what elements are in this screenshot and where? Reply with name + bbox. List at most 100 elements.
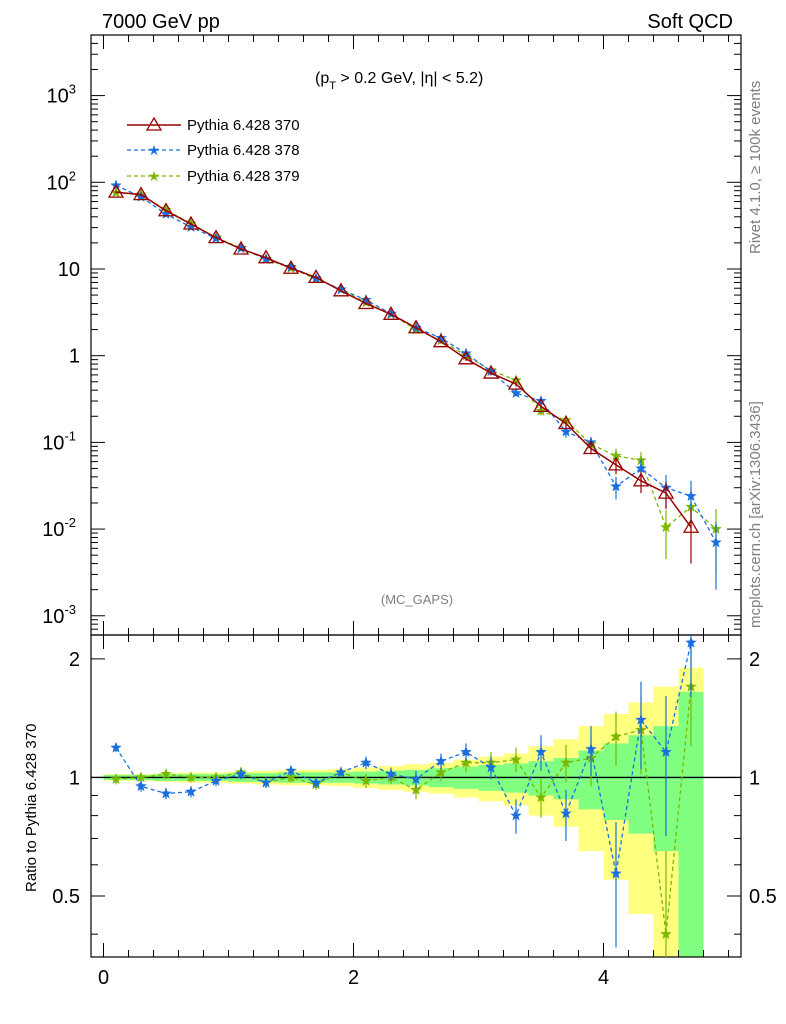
ratio-series-1-point-3 (185, 771, 197, 783)
legend-marker-370 (145, 116, 163, 131)
ratio-series-0-point-4 (210, 774, 222, 786)
y-tick-label-base-3: 1 (69, 346, 80, 368)
y-tick-label-base-5: 10 (47, 172, 69, 194)
main-series-0-point-15 (482, 364, 500, 379)
ratio-series-0-point-14 (460, 746, 472, 757)
legend-entry-378: ★ Pythia 6.428 378 (127, 142, 300, 159)
ratio-series-0-point-5 (235, 768, 247, 779)
ratio-series-0-point-16 (510, 809, 522, 821)
main-series-0-point-23 (682, 518, 700, 533)
x-tick-label-0: 0 (98, 967, 109, 989)
main-series-0-point-21 (632, 472, 650, 487)
ratio-series-0-point-20 (610, 867, 622, 879)
y-tick-label-ratio-l-0: 0.5 (52, 886, 80, 908)
main-series-0-point-16 (507, 375, 525, 390)
y-tick-label-main-0: 10-3 (42, 602, 76, 628)
y-tick-label-main-3: 1 (69, 346, 80, 368)
main-series-0-point-22 (657, 484, 675, 499)
cut-label: (pT > 0.2 GeV, |η| < 5.2) (315, 70, 483, 92)
analysis-label: (MC_GAPS) (381, 592, 453, 607)
main-series-0-point-10 (357, 295, 375, 310)
main-series-2-point-20 (610, 449, 622, 461)
main-series-0-point-7 (282, 259, 300, 274)
main-series-1-point-21 (635, 462, 647, 474)
main-series-1-point-3 (185, 221, 197, 232)
main-series-2-point-16 (510, 374, 522, 386)
main-series-0-point-20 (607, 456, 625, 471)
y-tick-label-base-0: 10 (42, 606, 64, 628)
ratio-series-1-point-13 (435, 766, 447, 778)
legend-label-370: Pythia 6.428 370 (187, 117, 300, 134)
y-tick-label-ratio-l-2: 2 (69, 649, 80, 671)
ratio-frame (90, 634, 742, 958)
y-tick-label-exp-0: -3 (64, 602, 76, 617)
ratio-series-0-point-1 (135, 780, 147, 792)
main-series-1-point-13 (435, 331, 447, 343)
y-tick-label-exp-6: 3 (69, 82, 76, 97)
ratio-series-1-line (115, 686, 692, 935)
legend: Pythia 6.428 370 ★ Pythia 6.428 378 ★ Py… (127, 116, 300, 185)
ratio-series-1-point-1 (135, 771, 147, 783)
y-tick-label-exp-5: 2 (69, 168, 76, 183)
ratio-series-0-point-18 (560, 807, 572, 819)
main-series-1-point-24 (710, 536, 722, 548)
ratio-series-1-point-12 (410, 783, 422, 795)
ratio-series-0-point-12 (410, 773, 422, 785)
main-series-1-point-1 (135, 190, 147, 202)
y-tick-label-ratio-r-0: 0.5 (749, 886, 777, 908)
main-series-1-point-2 (160, 208, 172, 219)
ratio-series-1-point-2 (160, 768, 172, 779)
cut-label-sub: T (329, 80, 336, 92)
main-series-0-point-1 (132, 186, 150, 201)
ratio-series-0-point-15 (485, 761, 497, 773)
legend-marker-378: ★ (148, 142, 161, 158)
main-series-2-point-22 (660, 521, 672, 533)
title-left: 7000 GeV pp (102, 11, 220, 33)
ratio-series-0-point-6 (260, 776, 272, 788)
x-tick-label-4: 4 (598, 967, 609, 989)
main-series-1-point-10 (360, 293, 372, 305)
y-tick-label-exp-1: -2 (64, 515, 76, 530)
main-series-0-line (115, 191, 692, 528)
ratio-series-1-point-14 (460, 756, 472, 768)
ratio-series-1-point-22 (660, 928, 672, 940)
y-tick-label-main-4: 10 (58, 259, 80, 281)
main-series-0-point-12 (407, 319, 425, 334)
y-tick-label-base-2: 10 (42, 432, 64, 454)
main-series-0-point-19 (582, 440, 600, 455)
y-tick-label-ratio-r-2: 2 (749, 649, 760, 671)
main-series-0-point-14 (457, 350, 475, 365)
ratio-series-0-point-7 (285, 764, 297, 776)
ratio-series-0-point-0 (110, 741, 122, 753)
legend-entry-379: ★ Pythia 6.428 379 (127, 168, 300, 185)
main-series-0-point-8 (307, 269, 325, 284)
y-tick-label-exp-2: -1 (64, 428, 76, 443)
ratio-series-0-point-3 (185, 785, 197, 797)
side-label-top: Rivet 4.1.0, ≥ 100k events (747, 81, 764, 254)
main-series-2-point-17 (535, 405, 547, 416)
main-series-1-point-23 (685, 490, 697, 501)
main-series-1-point-20 (610, 480, 622, 492)
ratio-series-0-point-10 (360, 756, 372, 768)
y-tick-label-main-2: 10-1 (42, 428, 76, 454)
ratio-series-0-line (115, 642, 692, 874)
main-series-0-point-0 (107, 183, 125, 198)
main-series-1-point-15 (485, 365, 497, 377)
ratio-series-1-point-0 (110, 773, 122, 785)
legend-entry-370: Pythia 6.428 370 (127, 116, 300, 134)
ratio-series-1-point-10 (360, 774, 372, 786)
main-series-0-point-2 (157, 202, 175, 217)
main-series-0-point-17 (532, 398, 550, 413)
cut-label-suffix: > 0.2 GeV, |η| < 5.2) (336, 70, 483, 87)
main-series-1-point-9 (335, 283, 347, 295)
main-series-0-point-3 (182, 215, 200, 230)
ratio-series-0-point-22 (660, 746, 672, 757)
y-tick-label-base-4: 10 (58, 259, 80, 281)
main-series-1-line (115, 184, 717, 543)
y-tick-label-main-5: 102 (47, 168, 76, 194)
ratio-series-1-point-16 (510, 753, 522, 765)
main-series-1-point-16 (510, 387, 522, 398)
main-series-1-point-7 (285, 260, 297, 272)
